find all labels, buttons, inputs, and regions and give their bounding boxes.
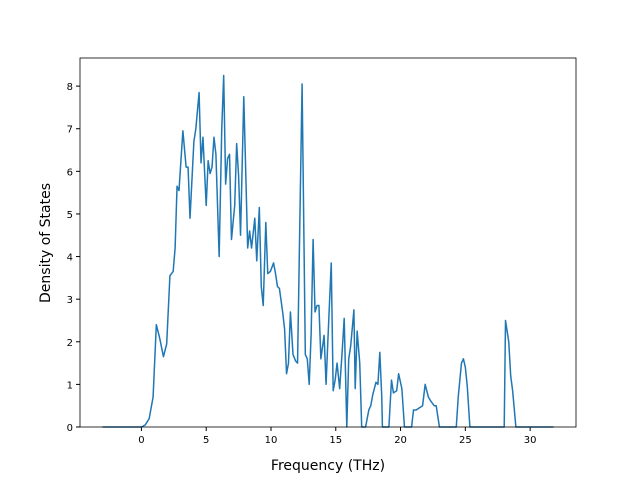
x-tick-label: 5: [203, 435, 209, 446]
x-tick-label: 25: [459, 435, 472, 446]
y-tick-label: 0: [67, 423, 73, 434]
y-tick-label: 2: [67, 338, 73, 349]
y-tick-label: 3: [67, 295, 73, 306]
plot-frame: [79, 57, 577, 428]
x-tick-label: 15: [329, 435, 342, 446]
y-tick-label: 1: [67, 380, 73, 391]
x-axis-label: Frequency (THz): [271, 458, 385, 474]
x-tick-label: 0: [138, 435, 144, 446]
y-tick-label: 5: [67, 210, 73, 221]
x-tick-label: 10: [265, 435, 278, 446]
y-tick-label: 4: [67, 253, 73, 264]
y-axis-label: Density of States: [38, 183, 54, 303]
x-tick-label: 30: [524, 435, 537, 446]
y-tick-label: 6: [67, 167, 73, 178]
y-tick-label: 8: [67, 82, 73, 93]
y-tick-label: 7: [67, 125, 73, 136]
x-tick-label: 20: [394, 435, 407, 446]
line: [102, 74, 554, 428]
